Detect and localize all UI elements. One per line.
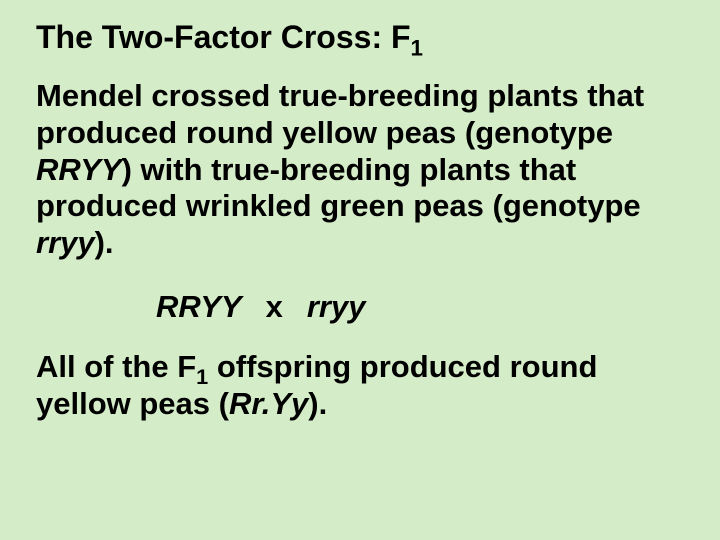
cross-right: rryy <box>307 289 366 324</box>
p1-text-1: Mendel crossed true-breeding plants that… <box>36 78 644 150</box>
title-text: The Two-Factor Cross: F <box>36 19 411 55</box>
p2-text-3: ). <box>308 386 327 421</box>
p1-genotype-1: RRYY <box>36 152 122 187</box>
p1-genotype-2: rryy <box>36 225 95 260</box>
paragraph-2: All of the F1 offspring produced round y… <box>36 349 684 422</box>
paragraph-1: Mendel crossed true-breeding plants that… <box>36 78 684 261</box>
p2-text-1: All of the F <box>36 349 196 384</box>
p2-genotype: Rr.Yy <box>229 386 308 421</box>
title-subscript: 1 <box>411 35 423 60</box>
cross-expression: RRYYxrryy <box>36 289 684 325</box>
cross-left: RRYY <box>156 289 242 324</box>
p1-text-2: ) with true-breeding plants that produce… <box>36 152 641 224</box>
cross-operator: x <box>242 289 307 324</box>
p1-text-3: ). <box>95 225 114 260</box>
slide-title: The Two-Factor Cross: F1 <box>36 18 684 56</box>
